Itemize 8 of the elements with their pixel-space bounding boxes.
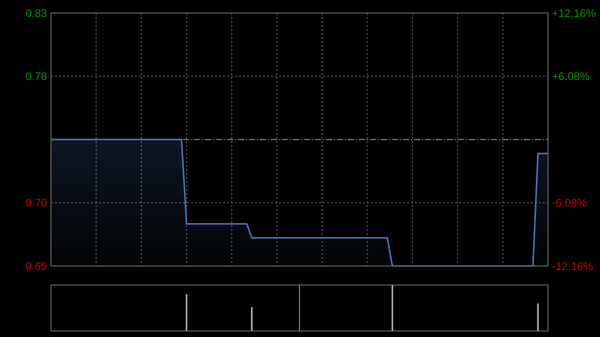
y-tick-label: 0.70 xyxy=(26,198,47,210)
y2-tick-label: +12.16% xyxy=(552,8,596,20)
y-tick-label: 0.78 xyxy=(26,71,47,84)
y2-tick-label: -12.16% xyxy=(552,260,594,273)
y2-tick-label: +6.08% xyxy=(552,71,590,84)
y-tick-label: 0.65 xyxy=(26,260,47,273)
y2-tick-label: -6.08% xyxy=(552,198,588,210)
y-tick-label: 0.83 xyxy=(26,8,47,20)
